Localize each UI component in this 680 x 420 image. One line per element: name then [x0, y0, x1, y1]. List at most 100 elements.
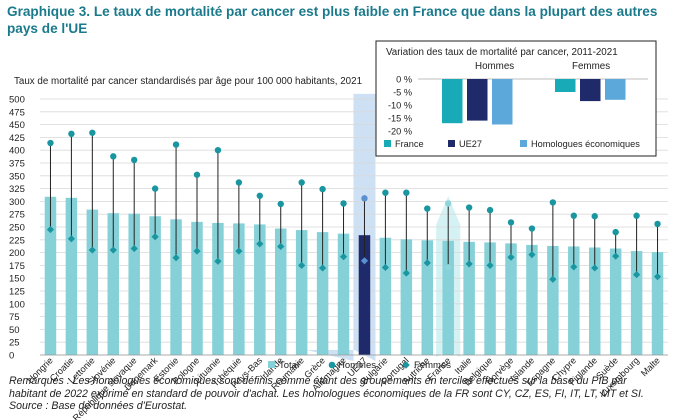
point-hommes: [549, 199, 557, 206]
point-femmes: [653, 273, 662, 281]
inset-bar: [492, 79, 513, 125]
bar-total: [170, 219, 182, 355]
point-femmes: [423, 259, 431, 267]
inset-legend-swatch: [384, 140, 391, 147]
bar-total: [295, 230, 308, 355]
y-tick-label: 225: [9, 235, 25, 246]
point-hommes: [340, 200, 347, 207]
point-femmes: [591, 264, 599, 272]
legend-label-femmes: Femmes: [414, 360, 451, 371]
inset-bar: [555, 79, 576, 92]
point-femmes: [339, 253, 348, 261]
y-tick-label: 425: [9, 133, 25, 144]
y-tick-label: 100: [9, 299, 25, 310]
point-femmes: [277, 242, 285, 251]
point-femmes: [235, 247, 243, 255]
point-hommes: [151, 185, 159, 192]
bar-total: [358, 235, 371, 355]
bar-total: [107, 213, 120, 355]
point-femmes: [319, 264, 327, 272]
inset-group-label-femmes: Femmes: [572, 61, 610, 72]
point-hommes: [319, 185, 326, 193]
legend-marker-femmes: [402, 361, 410, 369]
point-femmes: [151, 233, 159, 241]
point-hommes: [89, 129, 96, 136]
point-femmes: [256, 240, 264, 248]
point-femmes: [172, 254, 180, 262]
point-femmes: [381, 263, 389, 272]
inset-bar: [605, 79, 626, 100]
bar-total: [191, 221, 203, 355]
point-femmes: [465, 260, 473, 268]
point-femmes: [570, 263, 578, 271]
legend-label-total: Total: [279, 360, 299, 371]
point-femmes: [130, 244, 138, 253]
point-femmes: [612, 252, 620, 260]
bar-total: [526, 244, 538, 355]
bar-total: [337, 233, 350, 355]
point-femmes: [528, 251, 536, 259]
point-hommes: [382, 189, 389, 196]
y-tick-label: 450: [9, 120, 25, 131]
point-femmes: [549, 275, 557, 283]
point-hommes: [68, 130, 75, 138]
bar-total: [505, 243, 517, 355]
y-tick-label: 125: [9, 287, 25, 298]
bar-total: [463, 241, 475, 355]
bar-total: [65, 197, 78, 355]
inset-legend-label: Homologues économiques: [531, 139, 640, 149]
inset-group-label-hommes: Hommes: [475, 61, 514, 72]
inset-y-tick-label: -15 %: [388, 114, 412, 124]
inset-legend-swatch: [448, 140, 455, 147]
point-hommes: [570, 212, 577, 219]
point-hommes: [654, 220, 661, 228]
point-hommes: [403, 189, 410, 196]
bar-total: [484, 242, 496, 355]
y-tick-label: 325: [9, 184, 25, 195]
point-hommes: [465, 204, 473, 211]
y-tick-label: 250: [9, 223, 25, 234]
bar-total: [149, 216, 161, 355]
bar-total: [568, 246, 580, 355]
bar-total: [442, 240, 454, 355]
bar-total: [651, 252, 664, 355]
inset-y-tick-label: 0 %: [396, 75, 412, 85]
bar-total: [609, 248, 622, 355]
y-tick-label: 400: [9, 146, 25, 157]
point-femmes: [298, 261, 306, 269]
chart-subtitle: Taux de mortalité par cancer standardisé…: [14, 76, 362, 87]
bar-total: [44, 196, 57, 355]
point-hommes: [131, 156, 138, 164]
point-hommes: [256, 192, 263, 199]
point-hommes: [193, 171, 201, 178]
bar-total: [128, 213, 140, 355]
point-hommes: [172, 141, 180, 148]
bar-total: [212, 222, 224, 355]
note-line-3: Source : Base de données d'Eurostat.: [9, 400, 188, 413]
y-tick-label: 500: [9, 95, 25, 106]
y-tick-label: 475: [9, 107, 25, 118]
bar-total: [86, 209, 99, 355]
point-hommes: [424, 205, 431, 212]
y-tick-label: 50: [9, 325, 20, 336]
point-hommes: [486, 206, 494, 214]
point-hommes: [47, 139, 54, 147]
legend-swatch-total: [268, 361, 275, 368]
inset-legend-label: UE27: [459, 139, 482, 149]
point-femmes: [360, 257, 369, 265]
bar-total: [316, 232, 329, 355]
point-hommes: [445, 200, 452, 207]
bar-total: [274, 228, 287, 355]
y-tick-label: 0: [9, 351, 14, 362]
y-tick-label: 75: [9, 312, 20, 323]
y-tick-label: 350: [9, 171, 25, 182]
inset-bar: [580, 79, 601, 102]
y-tick-label: 175: [9, 261, 25, 272]
note-line-1: Remarques : Les homologues économiques s…: [9, 375, 627, 387]
y-tick-label: 150: [9, 274, 25, 285]
point-femmes: [507, 253, 515, 261]
bar-total: [233, 223, 245, 355]
bar-total: [630, 251, 643, 355]
point-femmes: [67, 235, 75, 243]
point-hommes: [633, 212, 640, 219]
